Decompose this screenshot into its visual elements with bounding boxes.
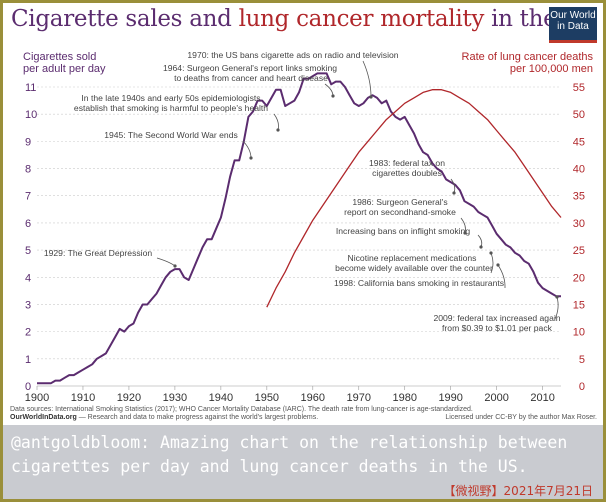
x-tick-label: 1970	[347, 392, 371, 404]
footer-tagline: — Research and data to make progress aga…	[76, 414, 319, 421]
footer-sources: Data sources: International Smoking Stat…	[10, 406, 473, 413]
annotation-arrow-head	[489, 251, 493, 255]
annotation-arrow	[324, 83, 334, 97]
cigarette-sales-line	[37, 72, 561, 385]
annotation-depression: 1929: The Great Depression	[44, 248, 153, 258]
x-tick-label: 1960	[301, 392, 325, 404]
y-right-tick-label: 0	[579, 381, 585, 393]
owid-logo: Our World in Data	[549, 7, 597, 43]
y-left-tick-label: 4	[25, 272, 31, 284]
footer-site-line: OurWorldInData.org — Research and data t…	[10, 414, 318, 421]
annotation-arrow-head	[369, 95, 373, 99]
annotation-arrow-head	[276, 128, 280, 132]
annotation-arrow-head	[463, 231, 467, 235]
annotation-sg-1986-l2: report on secondhand-smoke	[344, 207, 456, 217]
annotation-sg-1964-l2: to deaths from cancer and heart disease	[174, 73, 328, 83]
y-right-tick-label: 55	[573, 82, 585, 94]
annotation-arrow-head	[555, 295, 559, 299]
annotation-tax-2009-l1: 2009: federal tax increased again	[433, 313, 560, 323]
annotation-arrow-head	[249, 156, 253, 160]
annotation-arrow-head	[173, 264, 177, 268]
x-tick-label: 1940	[209, 392, 233, 404]
y-right-tick-label: 30	[573, 218, 585, 230]
annotation-cal-1998: 1998: California bans smoking in restaur…	[334, 278, 504, 288]
annotation-arrow	[497, 264, 506, 289]
annotation-arrow	[273, 113, 279, 131]
annotation-ww2: 1945: The Second World War ends	[104, 130, 238, 140]
y-left-tick-label: 3	[25, 299, 31, 311]
x-tick-label: 2010	[530, 392, 554, 404]
annotation-arrow	[477, 234, 483, 248]
y-left-tick-label: 8	[25, 164, 31, 176]
y-right-tick-label: 45	[573, 136, 585, 148]
footer-site[interactable]: OurWorldInData.org	[10, 414, 77, 421]
annotation-sg-1964-l1: 1964: Surgeon General's report links smo…	[163, 63, 337, 73]
caption-date: 【微视野】2021年7月21日	[443, 484, 593, 498]
y-left-tick-label: 1	[25, 354, 31, 366]
y-right-tick-label: 25	[573, 245, 585, 257]
annotation-nrt-l2: become widely available over the counter	[335, 263, 493, 273]
y-right-tick-label: 40	[573, 164, 585, 176]
annotation-arrow-head	[479, 245, 483, 249]
annotation-arrow-head	[452, 191, 456, 195]
y-left-tick-label: 6	[25, 218, 31, 230]
y-left-axis-label-line1: Cigarettes sold	[23, 51, 96, 63]
annotation-arrow	[554, 296, 559, 320]
y-right-tick-label: 10	[573, 327, 585, 339]
annotation-arrow	[490, 252, 494, 274]
y-right-axis-label-line2: per 100,000 men	[510, 63, 593, 75]
chart-svg: 0123456789101105101520253035404550551900…	[23, 50, 594, 404]
title-part-cigarette: Cigarette sales	[11, 6, 183, 32]
y-right-tick-label: 50	[573, 109, 585, 121]
annotation-nrt-l1: Nicotine replacement medications	[348, 253, 477, 263]
owid-logo-line2: in Data	[557, 21, 589, 32]
tweet-caption: @antgoldbloom: Amazing chart on the rela…	[3, 425, 603, 499]
annotation-epi-l1: In the late 1940s and early 50s epidemio…	[81, 93, 260, 103]
title-part-lung: lung cancer mortality	[238, 6, 485, 32]
annotation-epi-l2: establish that smoking is harmful to peo…	[74, 103, 268, 113]
y-left-tick-label: 10	[25, 109, 37, 121]
y-left-axis-label-line2: per adult per day	[23, 63, 106, 75]
annotation-arrow	[156, 257, 176, 267]
x-tick-label: 1950	[255, 392, 279, 404]
y-right-tick-label: 35	[573, 191, 585, 203]
annotation-arrow	[450, 178, 456, 194]
x-tick-label: 2000	[484, 392, 508, 404]
x-tick-label: 1990	[438, 392, 462, 404]
x-tick-label: 1980	[392, 392, 416, 404]
x-tick-label: 1930	[163, 392, 187, 404]
footer-license: Licensed under CC-BY by the author Max R…	[445, 414, 597, 421]
y-left-tick-label: 2	[25, 327, 31, 339]
annotation-ad-ban: 1970: the US bans cigarette ads on radio…	[187, 50, 398, 60]
x-tick-label: 1900	[25, 392, 49, 404]
lung-cancer-line	[266, 89, 562, 308]
y-left-tick-label: 11	[25, 82, 36, 94]
annotation-tax-1983-l1: 1983: federal tax on	[369, 158, 445, 168]
y-left-tick-label: 5	[25, 245, 31, 257]
y-right-axis-label-line1: Rate of lung cancer deaths	[462, 51, 594, 63]
annotation-arrow	[362, 60, 372, 98]
annotation-arrow-head	[331, 94, 335, 98]
annotation-sg-1986-l1: 1986: Surgeon General's	[352, 197, 447, 207]
annotation-tax-1983-l2: cigarettes doubles	[372, 168, 442, 178]
x-tick-label: 1920	[117, 392, 141, 404]
y-right-tick-label: 5	[579, 354, 585, 366]
y-right-tick-label: 20	[573, 272, 585, 284]
caption-message: @antgoldbloom: Amazing chart on the rela…	[11, 433, 568, 476]
owid-logo-line1: Our World	[550, 10, 596, 21]
annotation-arrow-head	[496, 263, 500, 267]
y-left-tick-label: 7	[25, 191, 31, 203]
x-tick-label: 1910	[71, 392, 95, 404]
y-left-tick-label: 9	[25, 136, 31, 148]
annotation-flight: Increasing bans on inflight smoking	[336, 226, 470, 236]
title-part-and: and	[182, 6, 239, 32]
annotation-tax-2009-l2: from $0.39 to $1.01 per pack	[442, 323, 553, 333]
y-left-tick-label: 0	[25, 381, 31, 393]
y-right-tick-label: 15	[573, 299, 585, 311]
